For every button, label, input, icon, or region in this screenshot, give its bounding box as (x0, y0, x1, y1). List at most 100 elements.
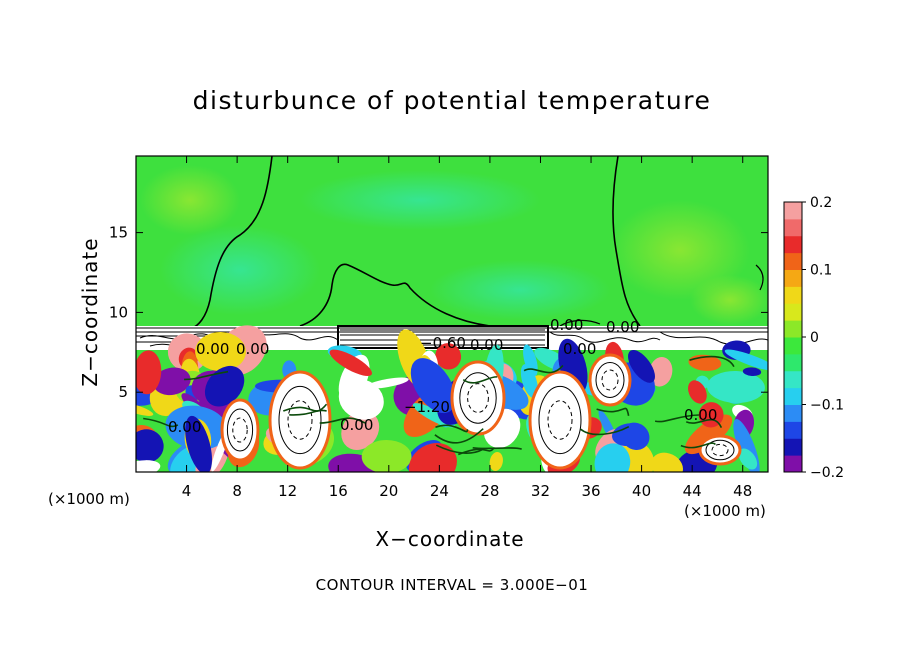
contour-label: 0.00 (684, 406, 717, 424)
eddy-patch (738, 448, 758, 470)
eddy-contour (547, 400, 573, 440)
chart-title: disturbunce of potential temperature (192, 86, 712, 115)
eddy-patch (651, 452, 683, 472)
eddy-contour (601, 369, 619, 391)
eddy-patch (724, 349, 768, 371)
y-axis: 5 10 15 (109, 224, 768, 401)
colorbar-tick-label: −0.2 (810, 465, 844, 481)
eddy-patch (520, 364, 538, 399)
colorbar-tick-label: 0.2 (810, 195, 832, 211)
eddy-contour (689, 355, 735, 368)
colorbar-tick-label: 0.1 (810, 263, 832, 279)
colorbar-swatch (784, 269, 802, 287)
colorbar-tick-label: −0.1 (810, 398, 844, 414)
eddy-patch (435, 343, 462, 370)
colorbar-swatch (784, 404, 802, 422)
upper-field-patch (300, 170, 540, 230)
x-tick-label: 8 (232, 482, 242, 500)
eddy-patch (185, 415, 212, 472)
x-tick-label: 20 (379, 482, 398, 500)
eddy-contour (278, 385, 322, 455)
eddy-contour (711, 443, 729, 457)
eddy-patch (489, 451, 503, 472)
eddy-patch (136, 429, 164, 463)
eddy-contour (596, 407, 630, 416)
contour-label: 0.00 (470, 336, 503, 354)
eddy-patch (153, 367, 191, 396)
eddy-contour (654, 414, 699, 423)
colorbar-swatch (784, 235, 802, 254)
upper-field-patch (140, 165, 240, 235)
eddy-patch (341, 410, 380, 450)
eddy-contour (184, 370, 229, 381)
colorbar: 0.2 0.1 0 −0.1 −0.2 (783, 195, 844, 481)
eddy-contour (435, 424, 469, 433)
colorbar-swatch (784, 252, 802, 270)
eddy-patch (410, 358, 456, 414)
eddy-contour (685, 418, 723, 428)
contour-label: 0.00 (550, 316, 583, 334)
x-tick-label: 44 (683, 482, 702, 500)
colorbar-swatch (784, 455, 802, 473)
eddy-patch (742, 367, 762, 377)
colorbar-swatch (784, 337, 802, 355)
upper-field-patch (160, 225, 320, 315)
eddy-contour (467, 383, 489, 413)
eddy-contour (143, 417, 179, 428)
eddy-patch (366, 377, 409, 389)
colorbar-swatch (784, 421, 802, 439)
colorbar-swatch (784, 387, 802, 405)
eddy-contour (319, 417, 366, 424)
eddy-patch (688, 380, 707, 404)
eddy-contour (232, 417, 248, 443)
field-layer (136, 156, 768, 472)
y-tick-label: 10 (109, 303, 128, 321)
eddy-contour (680, 442, 716, 449)
colorbar-swatch (784, 286, 802, 304)
contour-line (612, 156, 641, 327)
x-tick-label: 16 (329, 482, 348, 500)
contour-line (559, 264, 764, 327)
eddy-group (136, 325, 768, 472)
upper-field-patch (430, 260, 610, 320)
x-tick-label: 40 (632, 482, 651, 500)
eddy-patch (195, 331, 246, 372)
y-unit-label: (×1000 m) (684, 502, 766, 520)
upper-field-patch (610, 200, 750, 300)
contour-interval-note: CONTOUR INTERVAL = 3.000E−01 (315, 576, 589, 594)
colorbar-swatch (784, 320, 802, 338)
eddy-patch (649, 357, 673, 387)
eddy-contour (458, 448, 494, 456)
eddy-contour (287, 400, 313, 440)
eddy-contour (538, 385, 582, 455)
x-tick-label: 36 (581, 482, 600, 500)
contour-label: 0.00 (606, 318, 639, 336)
eddy-patch (706, 370, 765, 404)
x-tick-label: 12 (278, 482, 297, 500)
eddy-contour (472, 447, 522, 450)
contour-line (299, 263, 491, 327)
upper-field-patch (690, 275, 768, 325)
x-unit-label: (×1000 m) (48, 490, 130, 508)
eddy-patch (338, 378, 384, 420)
eddy-contour (289, 409, 327, 416)
x-axis: 4 8 12 16 20 24 28 32 36 40 44 48 (182, 156, 752, 500)
y-tick-label: 15 (109, 224, 128, 242)
colorbar-swatch (784, 202, 802, 220)
eddy-contour (462, 376, 498, 384)
eddy-contour (705, 439, 735, 461)
x-tick-label: 4 (182, 482, 192, 500)
eddy-patch (612, 423, 646, 446)
colorbar-swatch (784, 353, 802, 372)
contour-label: 0.00 (196, 340, 229, 358)
x-tick-label: 24 (430, 482, 449, 500)
x-tick-label: 48 (733, 482, 752, 500)
colorbar-swatch (784, 438, 802, 456)
contour-label: 0.00 (168, 418, 201, 436)
eddy-contour (595, 362, 625, 398)
x-tick-label: 32 (531, 482, 550, 500)
contour-line (191, 156, 273, 329)
eddy-patch (594, 443, 631, 472)
x-axis-title: X−coordinate (375, 527, 525, 551)
